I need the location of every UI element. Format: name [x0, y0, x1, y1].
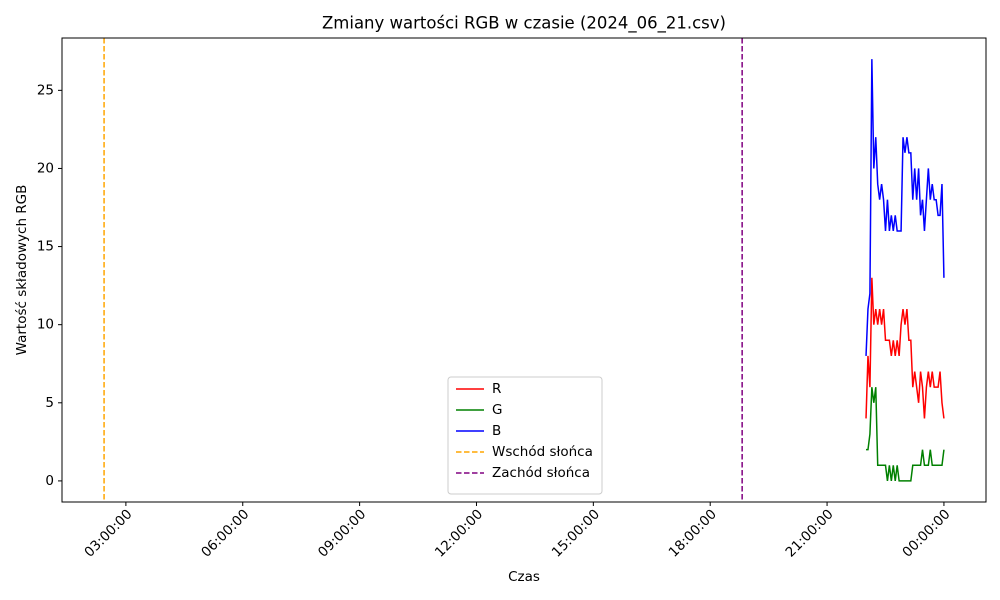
x-tick-label: 21:00:00 [783, 506, 837, 560]
legend-label: Zachód słońca [492, 465, 590, 481]
x-tick-label: 09:00:00 [315, 506, 369, 560]
series-line [866, 387, 945, 482]
legend: RGB Wschód słońca Zachód słońca [447, 376, 603, 495]
legend-label: G [492, 402, 502, 418]
plot-frame [61, 37, 987, 503]
y-tick-label: 25 [37, 82, 54, 98]
series-line [865, 277, 945, 419]
x-tick-label: 12:00:00 [432, 506, 486, 560]
x-axis-label: Czas [508, 569, 540, 585]
legend-label: R [492, 381, 501, 397]
x-tick-label: 18:00:00 [666, 506, 720, 560]
x-tick-label: 00:00:00 [899, 506, 953, 560]
legend-label: B [492, 423, 501, 439]
y-tick-label: 5 [45, 395, 54, 411]
y-tick-label: 20 [37, 160, 54, 176]
y-tick-label: 10 [37, 317, 54, 333]
chart-title: Zmiany wartości RGB w czasie (2024_06_21… [322, 14, 726, 34]
legend-label: Wschód słońca [492, 444, 593, 460]
x-tick-label: 06:00:00 [198, 506, 252, 560]
y-tick-label: 15 [37, 239, 54, 255]
legend-box [447, 376, 603, 495]
x-tick-label: 15:00:00 [549, 506, 603, 560]
series-line [865, 59, 945, 356]
x-tick-label: 03:00:00 [81, 506, 135, 560]
y-tick-label: 0 [45, 473, 54, 489]
y-axis-label: Wartość składowych RGB [14, 185, 30, 356]
